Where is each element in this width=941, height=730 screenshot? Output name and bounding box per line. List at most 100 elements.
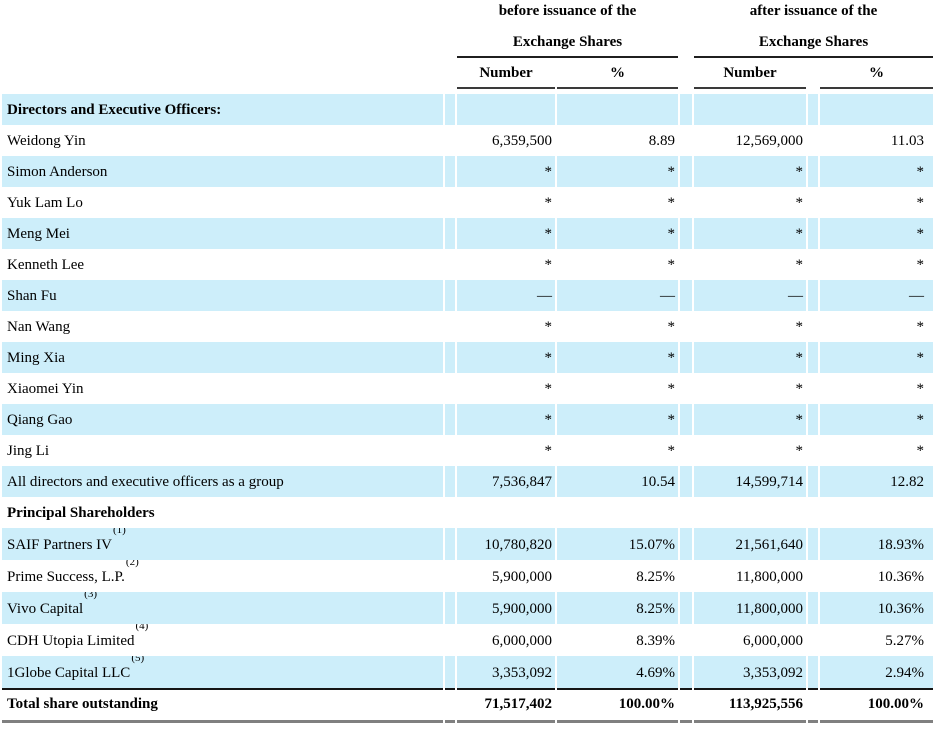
spacer-cell: [680, 373, 692, 404]
cell-before-percent: *: [557, 404, 678, 435]
row-label: SAIF Partners IV(1): [2, 528, 443, 560]
spacer-cell: [680, 311, 692, 342]
table-row-section-directors: Directors and Executive Officers:: [2, 94, 934, 125]
cell-before-number: 10,780,820: [457, 528, 555, 560]
spacer-cell: [680, 156, 692, 187]
cell-before-number: 7,536,847: [457, 466, 555, 497]
table-row: 1Globe Capital LLC(5) 3,353,092 4.69% 3,…: [2, 656, 934, 688]
spacer-cell: [808, 311, 818, 342]
row-label: Nan Wang: [7, 318, 71, 335]
column-header-before-number: Number: [457, 58, 555, 89]
table-row: SAIF Partners IV(1) 10,780,820 15.07% 21…: [2, 528, 934, 560]
row-label: Shan Fu: [2, 280, 443, 311]
cell-before-percent: 8.89: [648, 132, 675, 149]
row-label: Kenneth Lee: [7, 256, 85, 273]
spacer-cell: [808, 249, 818, 280]
cell-after-number: *: [694, 218, 806, 249]
group-header-after-line2: Exchange Shares: [694, 28, 934, 58]
section-label: Principal Shareholders: [7, 504, 155, 521]
cell-before-number: *: [457, 404, 555, 435]
cell-before-number: 5,900,000: [457, 592, 555, 624]
spacer-cell: [808, 688, 818, 723]
cell-before-percent: *: [667, 318, 676, 335]
row-label: All directors and executive officers as …: [2, 466, 443, 497]
row-label: Prime Success, L.P.(2): [2, 560, 443, 592]
spacer-cell: [445, 497, 455, 528]
cell-after-percent: *: [916, 442, 925, 459]
cell-before-number: 5,900,000: [492, 568, 552, 585]
spacer-cell: [680, 249, 692, 280]
spacer-cell: [445, 28, 455, 58]
table-row-total: Total share outstanding 71,517,402 100.0…: [2, 688, 934, 723]
group-header-row-2: Exchange Shares Exchange Shares: [2, 28, 934, 58]
cell-after-number: 11,800,000: [736, 568, 803, 585]
column-header-after-percent: %: [820, 58, 934, 89]
cell-before-percent: [557, 497, 678, 528]
total-label: Total share outstanding: [2, 688, 443, 723]
spacer-cell: [808, 156, 818, 187]
section-label: Directors and Executive Officers:: [2, 94, 443, 125]
cell-before-number: —: [457, 280, 555, 311]
cell-after-number: *: [795, 256, 804, 273]
cell-before-number: 71,517,402: [457, 688, 555, 723]
table-row: Xiaomei Yin * * * *: [2, 373, 933, 404]
row-label: Simon Anderson: [2, 156, 443, 187]
spacer-cell: [445, 218, 455, 249]
spacer-cell: [680, 0, 692, 28]
table-row: Weidong Yin 6,359,500 8.89 12,569,000 11…: [2, 125, 933, 156]
spacer-cell: [808, 280, 818, 311]
cell-before-percent: 4.69%: [557, 656, 678, 688]
row-label: Weidong Yin: [7, 132, 86, 149]
spacer-cell: [680, 624, 692, 656]
cell-before-number: 6,359,500: [492, 132, 552, 149]
row-label: Qiang Gao: [2, 404, 443, 435]
cell-after-percent: 5.27%: [885, 632, 925, 649]
cell-before-percent: 10.54: [557, 466, 678, 497]
spacer-cell: [445, 187, 455, 218]
cell-before-percent: 8.39%: [636, 632, 675, 649]
spacer-cell: [808, 592, 818, 624]
shareholder-name: 1Globe Capital LLC: [7, 664, 131, 681]
cell-before-percent: [557, 94, 678, 125]
spacer-cell: [445, 373, 455, 404]
footnote-ref: (2): [125, 560, 139, 568]
spacer-cell: [808, 497, 818, 528]
shareholder-name: Prime Success, L.P.: [7, 568, 125, 585]
cell-before-number: *: [544, 318, 553, 335]
column-header-after-number: Number: [694, 58, 806, 89]
column-header-before-percent: %: [557, 58, 678, 89]
cell-before-percent: *: [667, 194, 676, 211]
cell-after-percent: 10.36%: [820, 592, 934, 624]
cell-after-percent: [820, 94, 934, 125]
table-row: Ming Xia * * * *: [2, 342, 934, 373]
cell-before-percent: —: [557, 280, 678, 311]
table-row: Jing Li * * * *: [2, 435, 933, 466]
spacer-cell: [445, 624, 455, 656]
cell-before-percent: *: [557, 342, 678, 373]
group-header-before-line2: Exchange Shares: [457, 28, 678, 58]
spacer-cell: [680, 187, 692, 218]
cell-after-number: *: [694, 342, 806, 373]
cell-after-percent: *: [820, 156, 934, 187]
cell-after-percent: 10.36%: [877, 568, 925, 585]
row-label: Ming Xia: [2, 342, 443, 373]
cell-before-percent: *: [557, 156, 678, 187]
cell-before-number: *: [457, 342, 555, 373]
spacer-cell: [808, 656, 818, 688]
spacer-cell: [808, 218, 818, 249]
spacer-cell: [445, 58, 455, 89]
cell-before-percent: *: [667, 256, 676, 273]
table-row: Vivo Capital(3) 5,900,000 8.25% 11,800,0…: [2, 592, 934, 624]
spacer-cell: [445, 688, 455, 723]
cell-after-percent: *: [820, 218, 934, 249]
spacer-cell: [680, 94, 692, 125]
spacer-cell: [808, 404, 818, 435]
cell-before-percent: 15.07%: [557, 528, 678, 560]
cell-after-percent: 11.03: [890, 132, 925, 149]
spacer-cell: [445, 125, 455, 156]
cell-before-number: *: [457, 156, 555, 187]
table-row: Simon Anderson * * * *: [2, 156, 934, 187]
spacer-cell: [680, 656, 692, 688]
table-row: Qiang Gao * * * *: [2, 404, 934, 435]
